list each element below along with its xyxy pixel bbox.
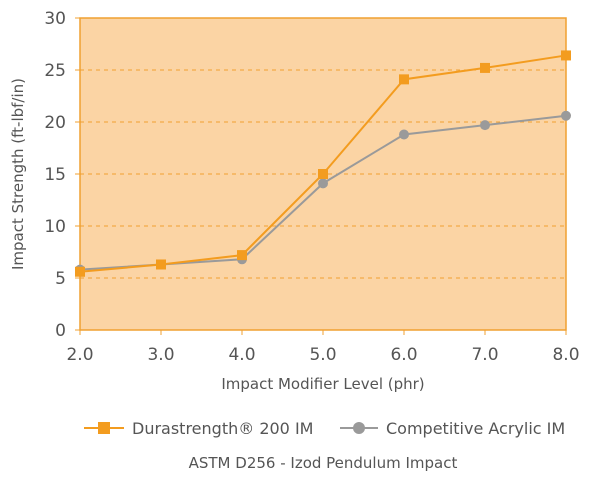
- legend-circle-marker-icon: [353, 422, 365, 434]
- data-point-durastrength: [561, 50, 571, 61]
- y-axis-title: Impact Strength (ft-lbf/in): [9, 78, 27, 270]
- x-tick-label: 3.0: [147, 345, 174, 365]
- data-point-competitive: [318, 178, 328, 189]
- x-axis-title: Impact Modifier Level (phr): [221, 375, 424, 393]
- data-point-durastrength: [480, 62, 490, 73]
- legend-item-competitive: Competitive Acrylic IM: [340, 419, 565, 438]
- y-axis-ticks: 0 5 10 15 20 25 30: [44, 9, 80, 341]
- legend-square-marker-icon: [98, 422, 110, 434]
- series-layer: [75, 50, 571, 277]
- legend: Durastrength® 200 IM Competitive Acrylic…: [84, 419, 565, 438]
- y-tick-label: 25: [44, 61, 66, 81]
- legend-item-durastrength: Durastrength® 200 IM: [84, 419, 313, 438]
- legend-label-durastrength: Durastrength® 200 IM: [132, 419, 313, 438]
- x-tick-label: 5.0: [309, 345, 336, 365]
- y-tick-label: 15: [44, 165, 66, 185]
- data-point-competitive: [561, 110, 571, 121]
- x-tick-label: 7.0: [471, 345, 498, 365]
- y-tick-label: 10: [44, 217, 66, 237]
- legend-label-competitive: Competitive Acrylic IM: [386, 419, 565, 438]
- data-point-competitive: [480, 120, 490, 131]
- data-point-competitive: [399, 129, 409, 140]
- x-tick-label: 6.0: [390, 345, 417, 365]
- data-point-durastrength: [75, 266, 85, 277]
- chart-caption: ASTM D256 - Izod Pendulum Impact: [189, 454, 458, 472]
- data-point-durastrength: [156, 259, 166, 270]
- y-tick-label: 30: [44, 9, 66, 29]
- x-tick-label: 2.0: [66, 345, 93, 365]
- y-tick-label: 5: [55, 269, 66, 289]
- y-tick-label: 0: [55, 321, 66, 341]
- data-point-durastrength: [237, 250, 247, 261]
- x-tick-label: 8.0: [552, 345, 579, 365]
- data-point-durastrength: [318, 169, 328, 179]
- x-tick-label: 4.0: [228, 345, 255, 365]
- y-tick-label: 20: [44, 113, 66, 133]
- data-point-durastrength: [399, 74, 409, 85]
- x-axis-ticks: 2.0 3.0 4.0 5.0 6.0 7.0 8.0: [66, 330, 580, 365]
